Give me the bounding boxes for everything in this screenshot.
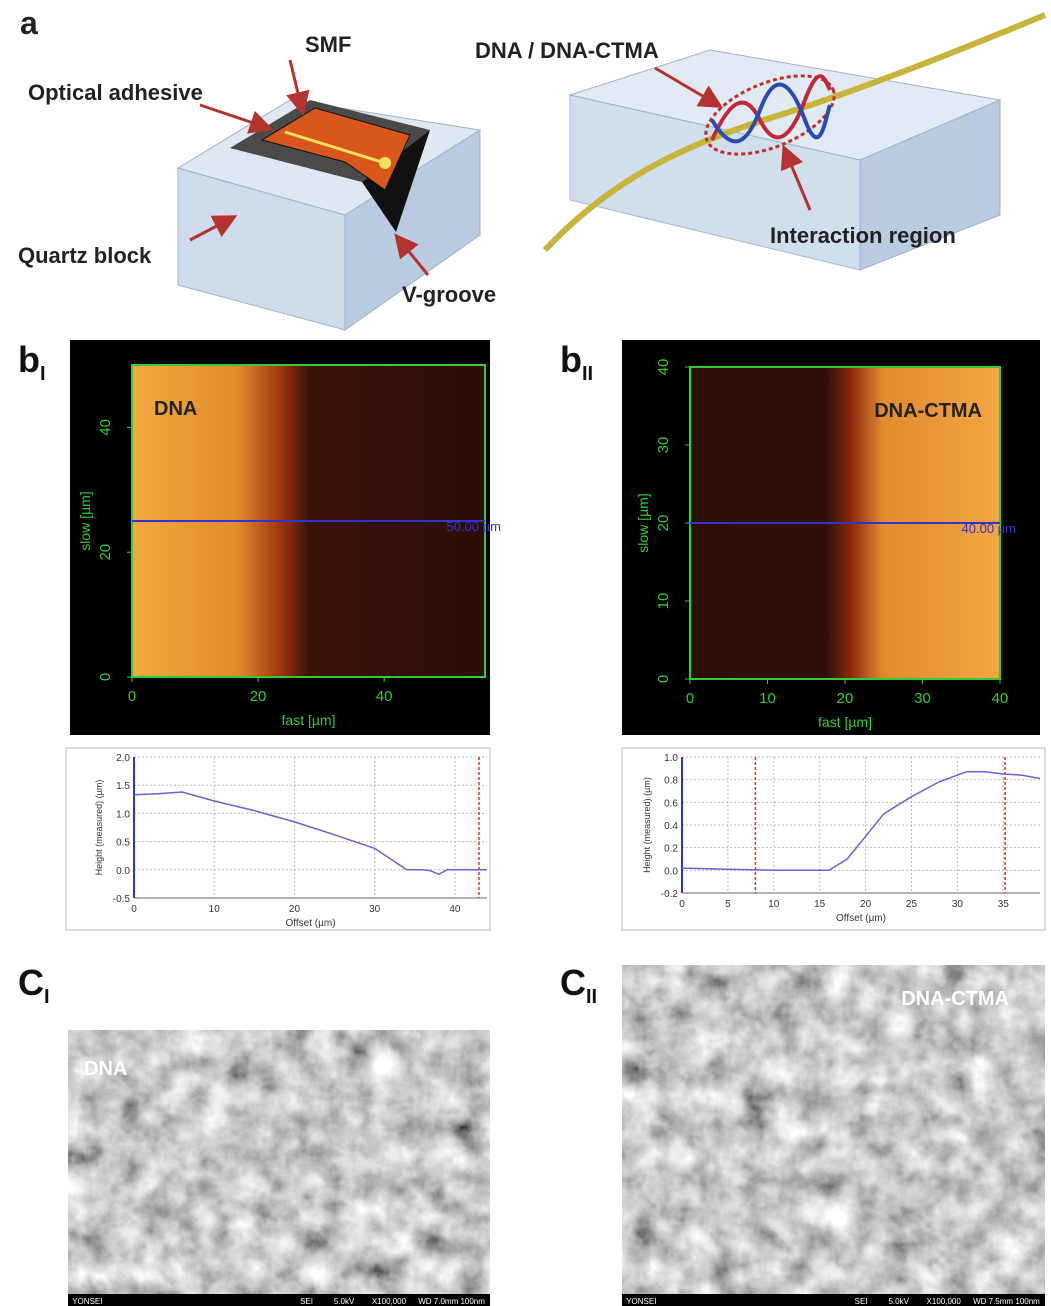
figure: a SMF Optical adhesive Quartz block V-gr… (0, 0, 1051, 1306)
y-tick-label: 10 (655, 593, 672, 610)
sample-label: DNA (84, 1058, 127, 1080)
y-tick-label: 30 (655, 437, 672, 454)
label: DNA / DNA-CTMA (475, 38, 659, 63)
x-tick-label: 30 (952, 899, 964, 910)
y-tick-label: 0.4 (664, 821, 678, 832)
arrow (200, 105, 268, 128)
y-tick-label: 20 (97, 544, 114, 561)
x-axis-label: fast [µm] (282, 712, 336, 728)
x-tick-label: 10 (759, 690, 776, 707)
x-tick-label: 0 (686, 690, 694, 707)
y-tick-label: 0 (97, 673, 114, 681)
sample-label: DNA (154, 398, 197, 420)
y-tick-label: 0.0 (664, 866, 678, 877)
sem-footer-text: 5.0kV (334, 1297, 355, 1306)
y-tick-label: 1.5 (116, 781, 130, 792)
y-tick-label: 0.8 (664, 776, 678, 787)
label: Quartz block (18, 243, 152, 268)
panel-subscript: II (582, 363, 593, 385)
x-tick-label: 20 (250, 688, 267, 705)
y-tick-label: 0.0 (116, 866, 130, 877)
x-tick-label: 20 (860, 899, 872, 910)
x-tick-label: 0 (131, 904, 137, 915)
sem-footer-text: YONSEI (626, 1297, 656, 1306)
panel-label: a (20, 5, 38, 41)
y-tick-label: 2.0 (116, 753, 130, 764)
panel-letter: b (560, 339, 582, 380)
panel-label: bII (560, 339, 593, 385)
x-tick-label: 40 (449, 904, 461, 915)
y-axis-label: slow [µm] (635, 493, 651, 552)
label: V-groove (402, 282, 496, 307)
y-tick-label: 40 (97, 419, 114, 436)
panel-a: a SMF Optical adhesive Quartz block V-gr… (18, 5, 1045, 330)
panel-subscript: I (44, 986, 50, 1008)
x-tick-label: 10 (768, 899, 780, 910)
sem-footer-text: X100,000 (372, 1297, 407, 1306)
y-tick-label: -0.5 (113, 894, 131, 905)
sem-footer-text: WD 7.5mm (973, 1297, 1013, 1306)
label: Interaction region (770, 223, 956, 248)
panel-letter: b (18, 339, 40, 380)
y-tick-label: 1.0 (664, 753, 678, 764)
label: Optical adhesive (28, 80, 203, 105)
x-axis-label: Offset (µm) (836, 913, 886, 924)
cursor-label: 40.00 µm (962, 521, 1016, 536)
x-tick-label: 20 (289, 904, 301, 915)
x-tick-label: 15 (814, 899, 826, 910)
y-axis-label: Height (measured) (µm) (94, 780, 104, 876)
sem-footer-text: 100nm (1015, 1297, 1040, 1306)
panel-subscript: II (586, 986, 597, 1008)
x-tick-label: 40 (992, 690, 1009, 707)
sem-footer-text: WD 7.0mm (418, 1297, 458, 1306)
panel-letter: C (18, 962, 44, 1003)
panel-subscript: I (40, 363, 46, 385)
sem-footer-text: SEI (855, 1297, 868, 1306)
y-tick-label: 1.0 (116, 809, 130, 820)
panel-label: CII (560, 962, 597, 1008)
y-tick-label: 0.5 (116, 838, 130, 849)
sample-label: DNA-CTMA (874, 400, 982, 422)
sem-footer-text: SEI (300, 1297, 313, 1306)
sem-footer-text: 100nm (460, 1297, 485, 1306)
y-tick-label: 0.2 (664, 844, 678, 855)
label: SMF (305, 32, 351, 57)
x-tick-label: 5 (725, 899, 731, 910)
x-axis-label: Offset (µm) (285, 918, 335, 929)
panel-label: bI (18, 339, 46, 385)
panel-letter: C (560, 962, 586, 1003)
x-tick-label: 25 (906, 899, 918, 910)
x-axis-label: fast [µm] (818, 714, 872, 730)
sem-footer-text: X100,000 (927, 1297, 962, 1306)
sample-label: DNA-CTMA (901, 988, 1009, 1010)
fiber-core (379, 157, 391, 169)
x-tick-label: 0 (679, 899, 685, 910)
y-tick-label: 0.6 (664, 798, 678, 809)
chart-box (622, 748, 1045, 930)
y-tick-label: 40 (655, 359, 672, 376)
x-tick-label: 0 (128, 688, 136, 705)
x-tick-label: 40 (376, 688, 393, 705)
sem-footer-text: YONSEI (72, 1297, 102, 1306)
x-tick-label: 20 (837, 690, 854, 707)
sem-footer-text: 5.0kV (888, 1297, 909, 1306)
x-tick-label: 10 (209, 904, 221, 915)
cursor-label: 50.00 µm (447, 519, 501, 534)
y-tick-label: -0.2 (661, 889, 679, 900)
x-tick-label: 30 (369, 904, 381, 915)
x-tick-label: 30 (914, 690, 931, 707)
sem-image (622, 965, 1045, 1306)
panel-label: CI (18, 962, 50, 1008)
sem-image (68, 1030, 490, 1306)
x-tick-label: 35 (998, 899, 1010, 910)
y-axis-label: slow [µm] (77, 491, 93, 550)
y-tick-label: 0 (655, 675, 672, 683)
y-axis-label: Height (measured) (µm) (642, 777, 652, 873)
y-tick-label: 20 (655, 515, 672, 532)
